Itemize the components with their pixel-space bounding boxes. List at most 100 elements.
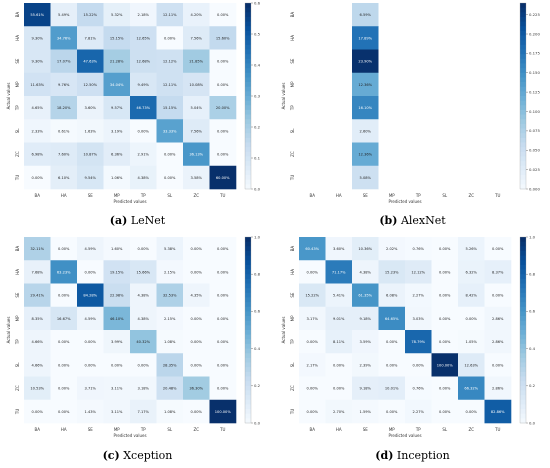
colorbar-segment — [520, 86, 526, 92]
colorbar-segment — [520, 63, 526, 69]
cell-value-label: 0.00% — [58, 410, 70, 414]
heatmap-cell — [378, 142, 406, 167]
heatmap-cell — [352, 72, 379, 97]
heatmap-cell — [24, 376, 51, 401]
heatmap-cell — [209, 165, 237, 190]
y-tick-label: TP — [15, 105, 20, 111]
cell-value-label: 2.86% — [492, 387, 504, 391]
cell-value-label: 6.98% — [32, 153, 44, 157]
cell-value-label: 17.89% — [358, 36, 372, 40]
heatmap-cell — [431, 72, 459, 97]
heatmap-cell — [431, 353, 459, 377]
colorbar-segment — [245, 264, 251, 270]
colorbar-tick-label: 0.0 — [254, 420, 261, 425]
cell-value-label: 12.36% — [358, 83, 372, 87]
heatmap-cell — [299, 26, 326, 50]
y-tick-label: BA — [15, 12, 20, 18]
x-tick-label: HA — [336, 193, 342, 198]
heatmap-cell — [458, 3, 485, 27]
heatmap-cell — [183, 306, 210, 331]
heatmap-cell — [77, 353, 104, 377]
y-tick-label: SL — [15, 128, 20, 134]
cell-value-label: 1.06% — [111, 176, 123, 180]
colorbar-segment — [520, 381, 526, 387]
heatmap-cell — [378, 26, 406, 50]
cell-value-label: 36.13% — [189, 153, 203, 157]
colorbar-segment — [245, 170, 251, 176]
cell-value-label: 7.68% — [32, 270, 44, 274]
colorbar-segment — [520, 334, 526, 340]
colorbar-segment — [520, 297, 526, 303]
heatmap-cell — [352, 260, 379, 284]
cell-value-label: 1.08% — [164, 340, 176, 344]
cell-value-label: 9.30% — [32, 60, 44, 64]
heatmap-cell — [130, 26, 157, 50]
cell-value-label: 7.60% — [58, 153, 70, 157]
y-tick-label: SE — [15, 292, 20, 298]
colorbar-segment — [245, 109, 251, 115]
colorbar-tick-label: 0.4 — [254, 62, 261, 67]
colorbar-segment — [520, 58, 526, 64]
cell-value-label: 0.00% — [217, 247, 229, 251]
heatmap-cell — [458, 283, 485, 308]
x-tick-label: SE — [363, 427, 369, 432]
cell-value-label: 0.00% — [58, 294, 70, 298]
heatmap-cell — [484, 3, 512, 27]
cell-value-label: 8.11% — [333, 340, 345, 344]
colorbar-segment — [245, 325, 251, 331]
colorbar-segment — [520, 142, 526, 148]
heatmap-cell — [458, 376, 485, 401]
colorbar-tick-label: 1.0 — [529, 234, 536, 239]
cell-value-label: 2.17% — [307, 363, 319, 367]
heatmap-cell — [378, 119, 406, 143]
heatmap-cell — [431, 165, 459, 190]
colorbar-segment — [245, 255, 251, 261]
colorbar-segment — [245, 49, 251, 55]
heatmap-cell — [24, 306, 51, 331]
cell-value-label: 0.00% — [164, 36, 176, 40]
heatmap-cell — [50, 165, 78, 190]
heatmap-cell — [24, 142, 51, 167]
cell-value-label: 2.70% — [333, 410, 345, 414]
heatmap-cell — [378, 96, 406, 120]
heatmap-cell — [209, 96, 237, 120]
heatmap-cell — [299, 237, 326, 261]
y-tick-label: TU — [290, 409, 295, 415]
cell-value-label: 0.00% — [138, 363, 150, 367]
cell-value-label: 15.60% — [216, 36, 230, 40]
heatmap-cell — [183, 260, 210, 284]
cell-value-label: 63.23% — [57, 270, 71, 274]
heatmap-cell — [209, 260, 237, 284]
heatmap-cell — [183, 119, 210, 143]
colorbar-segment — [245, 128, 251, 134]
colorbar-tick-label: 0.0 — [529, 420, 536, 425]
heatmap-cell — [156, 96, 184, 120]
colorbar-segment — [245, 362, 251, 368]
cell-value-label: 0.00% — [191, 317, 203, 321]
colorbar-tick-label: 0.075 — [529, 128, 540, 133]
x-tick-label: TU — [494, 427, 500, 432]
y-tick-label: SE — [15, 58, 20, 64]
heatmap-cell — [405, 237, 432, 261]
cell-value-label: 4.38% — [138, 317, 150, 321]
colorbar-segment — [520, 147, 526, 153]
cell-value-label: 0.00% — [386, 410, 398, 414]
heatmap-cell — [458, 260, 485, 284]
cell-value-label: 12.12% — [163, 60, 177, 64]
heatmap-cell — [183, 376, 210, 401]
x-tick-label: TP — [415, 193, 421, 198]
cell-value-label: 4.38% — [138, 294, 150, 298]
heatmap-cell — [156, 142, 184, 167]
cell-value-label: 0.00% — [386, 340, 398, 344]
heatmap-cell — [458, 330, 485, 354]
colorbar-segment — [520, 82, 526, 88]
heatmap-cell — [77, 399, 104, 424]
colorbar-segment — [245, 348, 251, 354]
cell-value-label: 1.59% — [360, 410, 372, 414]
x-tick-label: MP — [114, 193, 120, 198]
colorbar-tick-label: 0.6 — [254, 309, 261, 314]
cell-value-label: 10.01% — [385, 387, 399, 391]
cell-value-label: 8.35% — [32, 317, 44, 321]
heatmap-cell — [299, 330, 326, 354]
colorbar-segment — [245, 297, 251, 303]
